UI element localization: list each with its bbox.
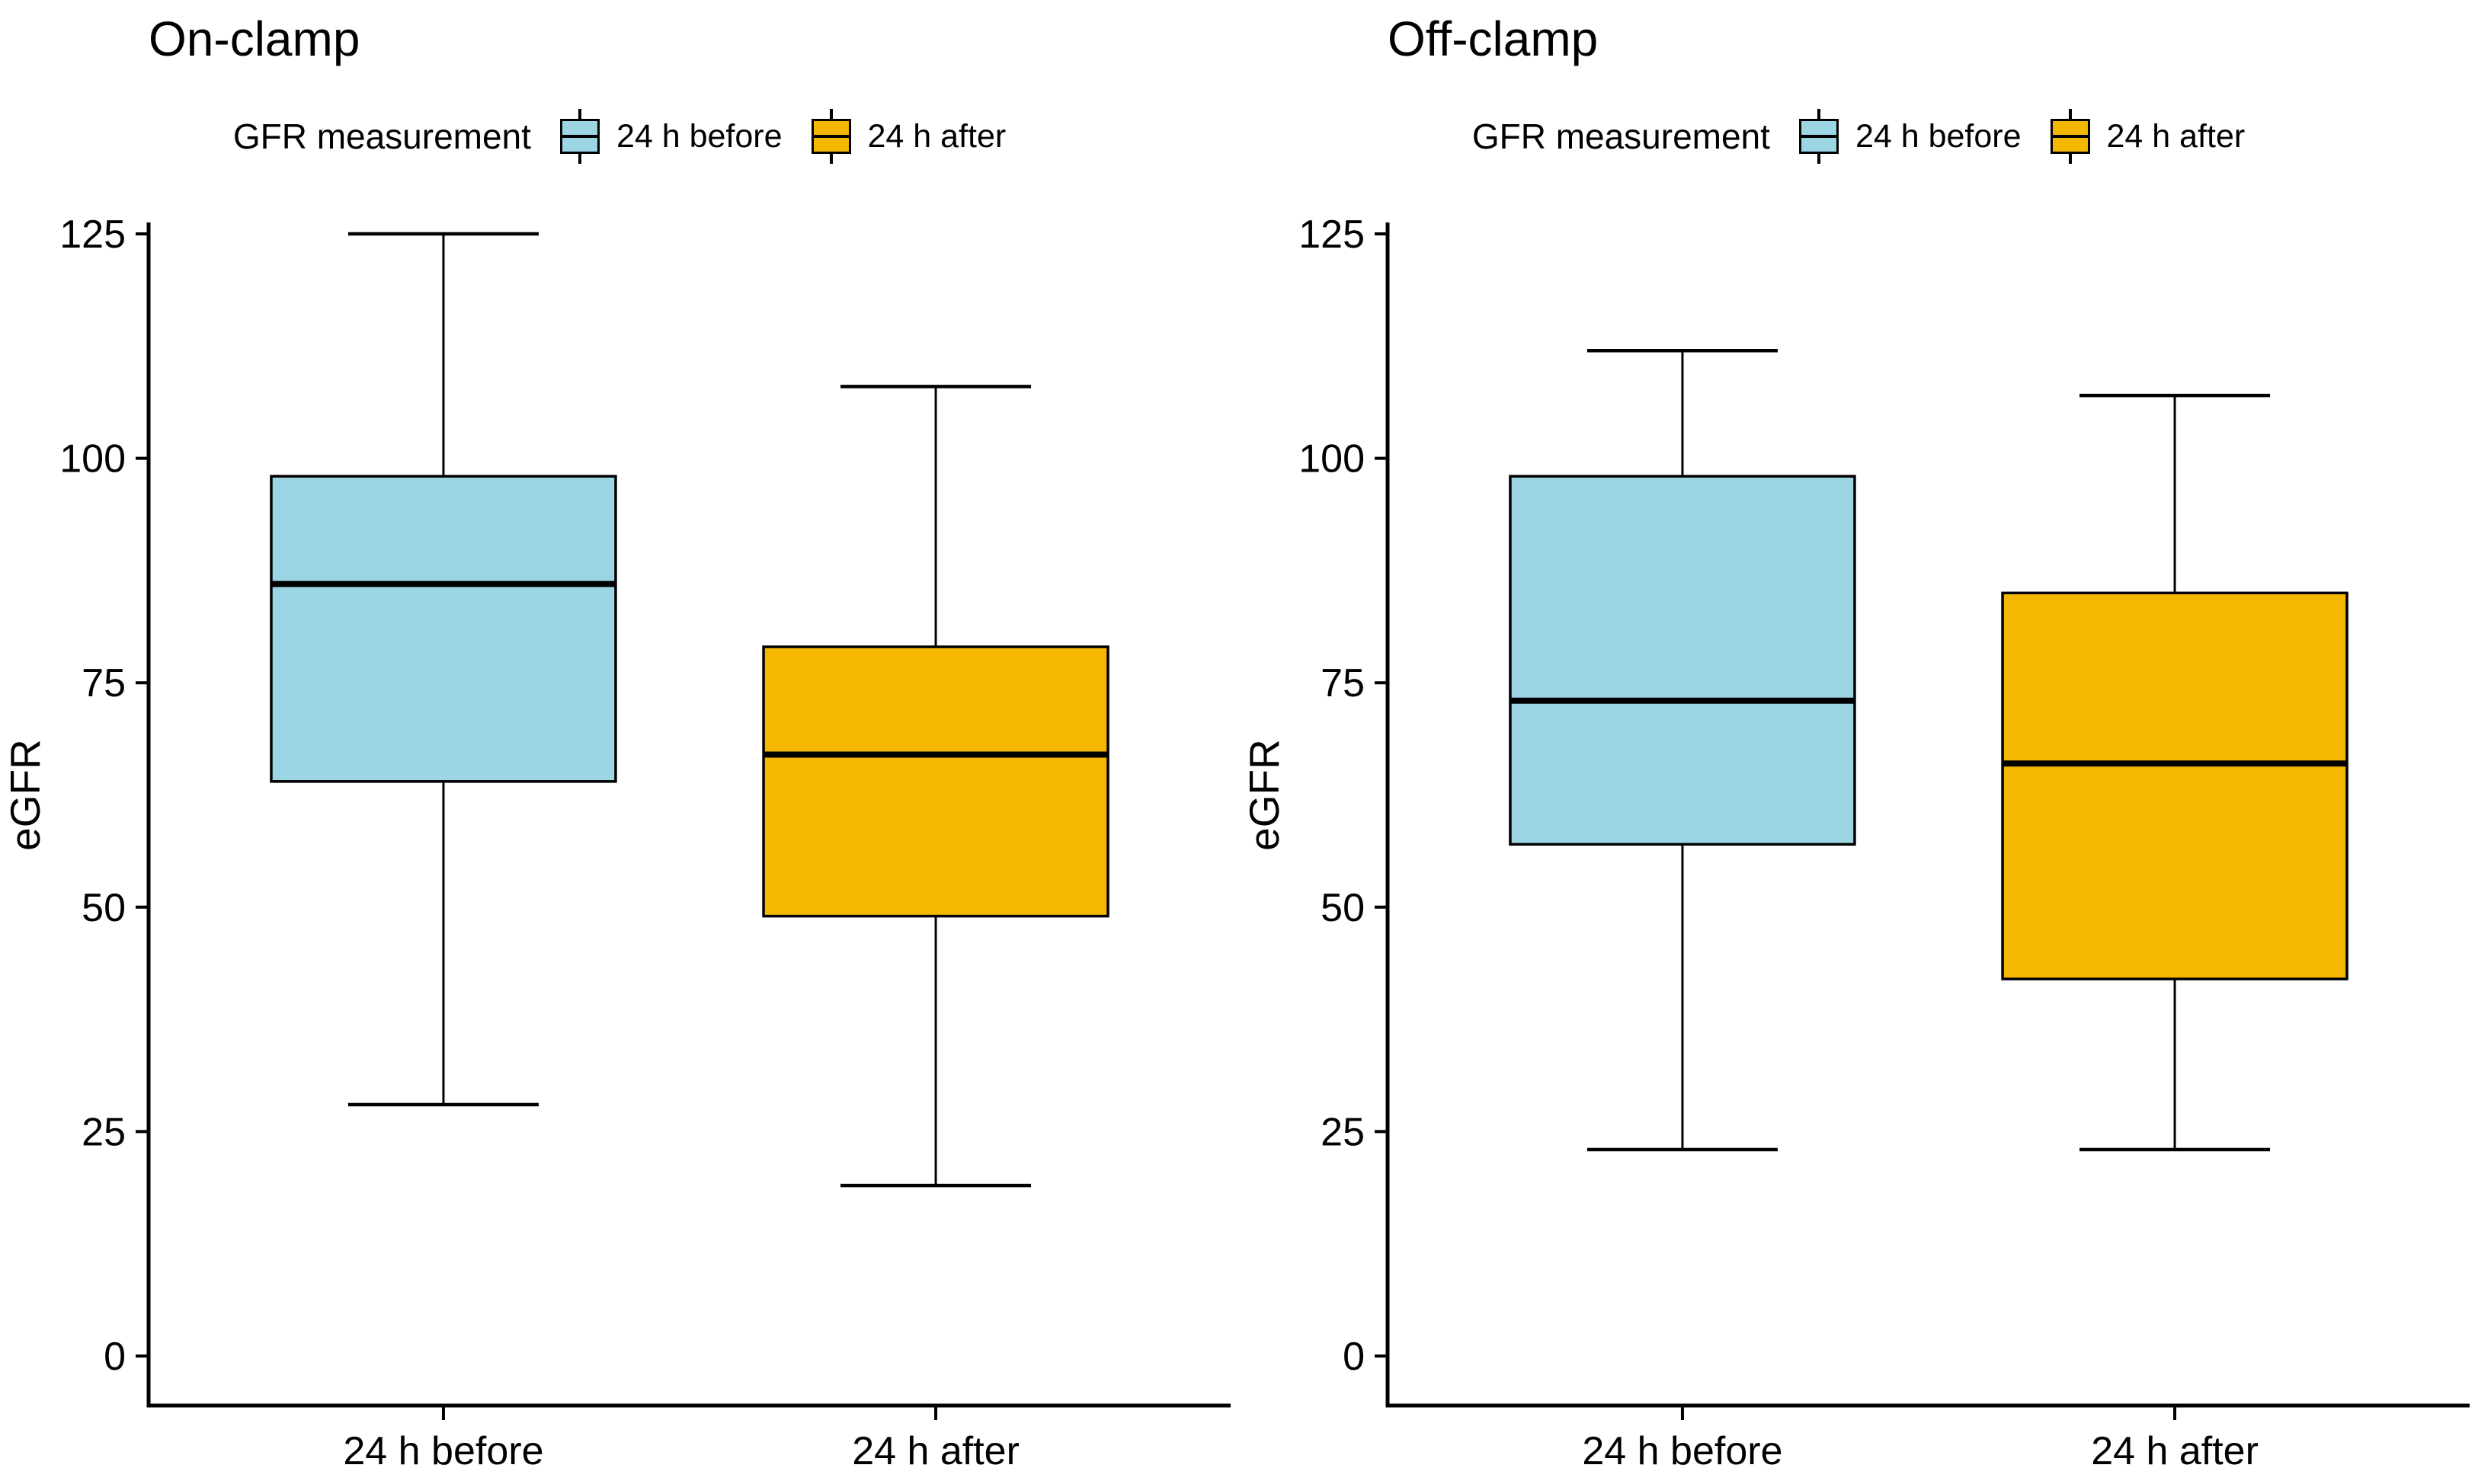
key-median-line [812,135,850,138]
panel-off-clamp: Off-clamp GFR measurement 24 h before 24… [1239,0,2478,1484]
legend-label: 24 h before [616,117,783,155]
legend-label: 24 h before [1855,117,2022,155]
legend: GFR measurement 24 h before 24 h after [0,104,1239,169]
legend-title: GFR measurement [1471,117,1770,156]
legend-item-before: 24 h before [559,109,783,164]
key-whisker-bottom [2068,154,2072,164]
panel-title: Off-clamp [1388,11,1599,66]
svg-text:24 h before: 24 h before [1582,1429,1782,1473]
key-whisker-top [578,109,581,119]
boxplot-key-icon [559,109,600,164]
key-median-line [561,135,598,138]
legend: GFR measurement 24 h before 24 h after [1239,104,2478,169]
key-whisker-top [829,109,833,119]
legend-label: 24 h after [867,117,1007,155]
svg-text:100: 100 [59,437,126,481]
legend-label: 24 h after [2106,117,2246,155]
legend-item-after: 24 h after [811,109,1007,164]
svg-text:eGFR: eGFR [2,739,49,851]
boxplot-key-icon [811,109,851,164]
svg-text:24 h after: 24 h after [2091,1429,2259,1473]
key-whisker-bottom [578,154,581,164]
legend-item-after: 24 h after [2050,109,2246,164]
boxplot-key-icon [1798,109,1839,164]
svg-text:25: 25 [82,1110,126,1154]
panel-title: On-clamp [149,11,360,66]
boxplot-canvas: 125 100 75 50 25 0 eGFR 24 h before 24 h after [2,213,1231,1473]
svg-text:0: 0 [104,1335,126,1379]
svg-text:24 h after: 24 h after [852,1429,1020,1473]
svg-text:25: 25 [1321,1110,1365,1154]
svg-text:eGFR: eGFR [1241,739,1288,851]
boxplot-canvas: 125 100 75 50 25 0 eGFR 24 h before 24 h after [1241,213,2470,1473]
key-median-line [2051,135,2089,138]
svg-text:50: 50 [1321,886,1365,930]
key-median-line [1800,135,1837,138]
boxplot-key-icon [2050,109,2090,164]
svg-text:75: 75 [82,661,126,705]
key-whisker-bottom [1817,154,1820,164]
svg-text:125: 125 [1298,213,1365,257]
svg-text:75: 75 [1321,661,1365,705]
svg-text:100: 100 [1298,437,1365,481]
svg-text:125: 125 [59,213,126,257]
key-whisker-top [1817,109,1820,119]
legend-item-before: 24 h before [1798,109,2022,164]
svg-text:0: 0 [1343,1335,1365,1379]
key-whisker-bottom [829,154,833,164]
svg-text:24 h before: 24 h before [343,1429,543,1473]
legend-title: GFR measurement [232,117,531,156]
key-whisker-top [2068,109,2072,119]
panel-on-clamp: On-clamp GFR measurement 24 h before 24 … [0,11,1239,1473]
svg-text:50: 50 [82,886,126,930]
